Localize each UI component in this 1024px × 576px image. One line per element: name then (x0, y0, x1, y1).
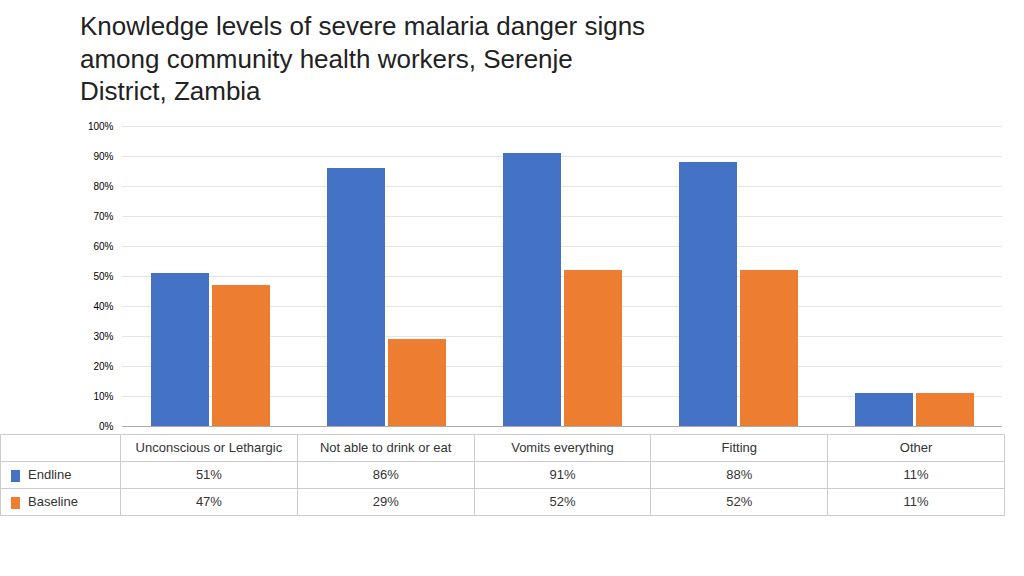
html-text:52%: 52% (726, 494, 753, 509)
html-text:Fitting: Fitting (721, 440, 757, 455)
svg-text:40%: 40% (93, 300, 113, 311)
html-text:52%: 52% (549, 494, 576, 509)
svg-text:100%: 100% (88, 120, 114, 131)
svg-text:0%: 0% (99, 420, 114, 431)
html-text:86%: 86% (372, 467, 399, 482)
html-text:29%: 29% (372, 494, 399, 509)
html-text:51%: 51% (195, 467, 222, 482)
html-text:Vomits everything: Vomits everything (511, 440, 614, 455)
html-text:Endline: Endline (28, 467, 72, 482)
html-text:88%: 88% (726, 467, 753, 482)
svg-text:10%: 10% (93, 390, 113, 401)
html-text:Knowledge levels of severe mal: Knowledge levels of severe malaria dange… (80, 11, 646, 106)
svg-text:80%: 80% (93, 180, 113, 191)
html-text:11%: 11% (903, 494, 929, 509)
html-text:91%: 91% (549, 467, 576, 482)
html-text:Not able to drink or eat: Not able to drink or eat (319, 440, 452, 455)
svg-text:70%: 70% (93, 210, 113, 221)
svg-text:30%: 30% (93, 330, 113, 341)
html-text:Unconscious or Lethargic: Unconscious or Lethargic (135, 440, 283, 455)
svg-text:50%: 50% (93, 270, 113, 281)
html-text:11%: 11% (903, 467, 929, 482)
html-text:47%: 47% (195, 494, 222, 509)
svg-text:20%: 20% (93, 360, 113, 371)
svg-text:90%: 90% (93, 150, 113, 161)
html-text:Other: Other (899, 440, 933, 455)
html-text:Baseline: Baseline (28, 494, 78, 509)
svg-text:60%: 60% (93, 240, 113, 251)
